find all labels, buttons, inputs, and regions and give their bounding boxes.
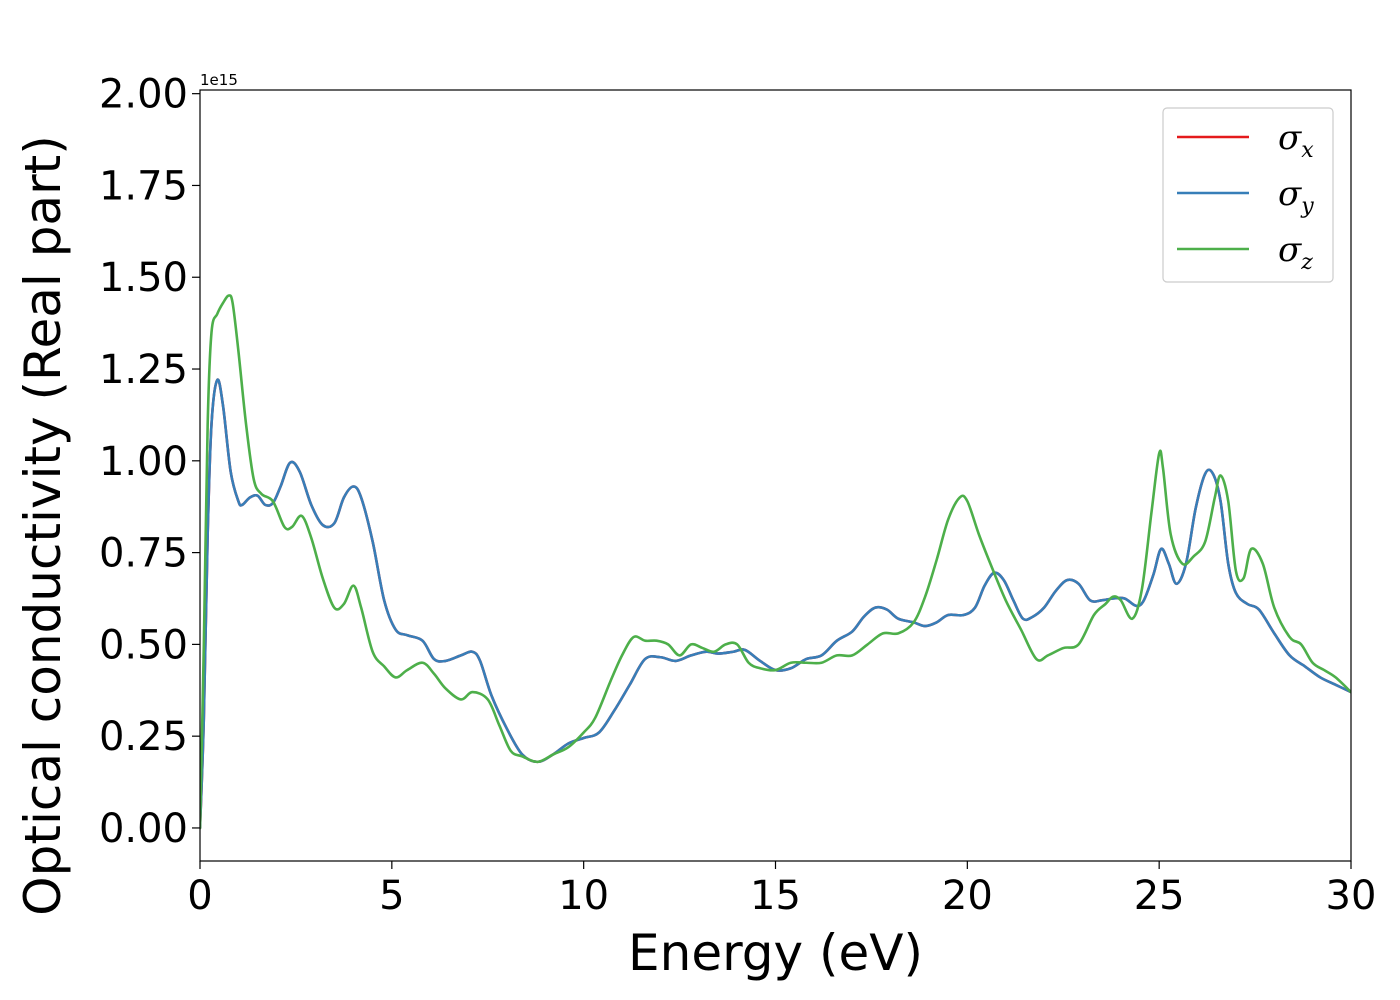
- y-axis-label: Optical conductivity (Real part): [14, 135, 72, 916]
- series-line-z: [200, 294, 1351, 830]
- legend: σx σy σz: [1162, 107, 1334, 283]
- x-tick-label: 10: [558, 873, 609, 919]
- y-tick-label: 0.00: [99, 806, 188, 852]
- x-tick-label: 5: [379, 873, 404, 919]
- y-tick-label: 1.25: [99, 347, 188, 393]
- legend-frame: [1162, 107, 1334, 283]
- y-offset-label: 1e15: [200, 71, 238, 89]
- y-tick-label: 1.00: [99, 439, 188, 485]
- x-tick-label: 15: [750, 873, 801, 919]
- y-axis-ticks: 0.00 0.25 0.50 0.75 1.00 1.25 1.50 1.75 2.00: [99, 72, 200, 852]
- legend-label-z: σz: [1278, 230, 1313, 275]
- y-tick-label: 2.00: [99, 72, 188, 118]
- y-tick-label: 0.25: [99, 714, 188, 760]
- x-tick-label: 20: [942, 873, 993, 919]
- x-tick-label: 0: [187, 873, 212, 919]
- x-axis-label: Energy (eV): [628, 924, 923, 982]
- y-tick-label: 0.50: [99, 622, 188, 668]
- legend-label-x: σx: [1278, 118, 1314, 163]
- series-layer: [200, 294, 1351, 830]
- x-axis-ticks: 0 5 10 15 20 25 30: [187, 861, 1376, 919]
- series-line-y: [200, 378, 1351, 830]
- y-tick-label: 1.50: [99, 255, 188, 301]
- x-tick-label: 25: [1134, 873, 1185, 919]
- x-tick-label: 30: [1326, 873, 1377, 919]
- y-tick-label: 1.75: [99, 163, 188, 209]
- legend-label-y: σy: [1278, 174, 1314, 219]
- y-tick-label: 0.75: [99, 531, 188, 577]
